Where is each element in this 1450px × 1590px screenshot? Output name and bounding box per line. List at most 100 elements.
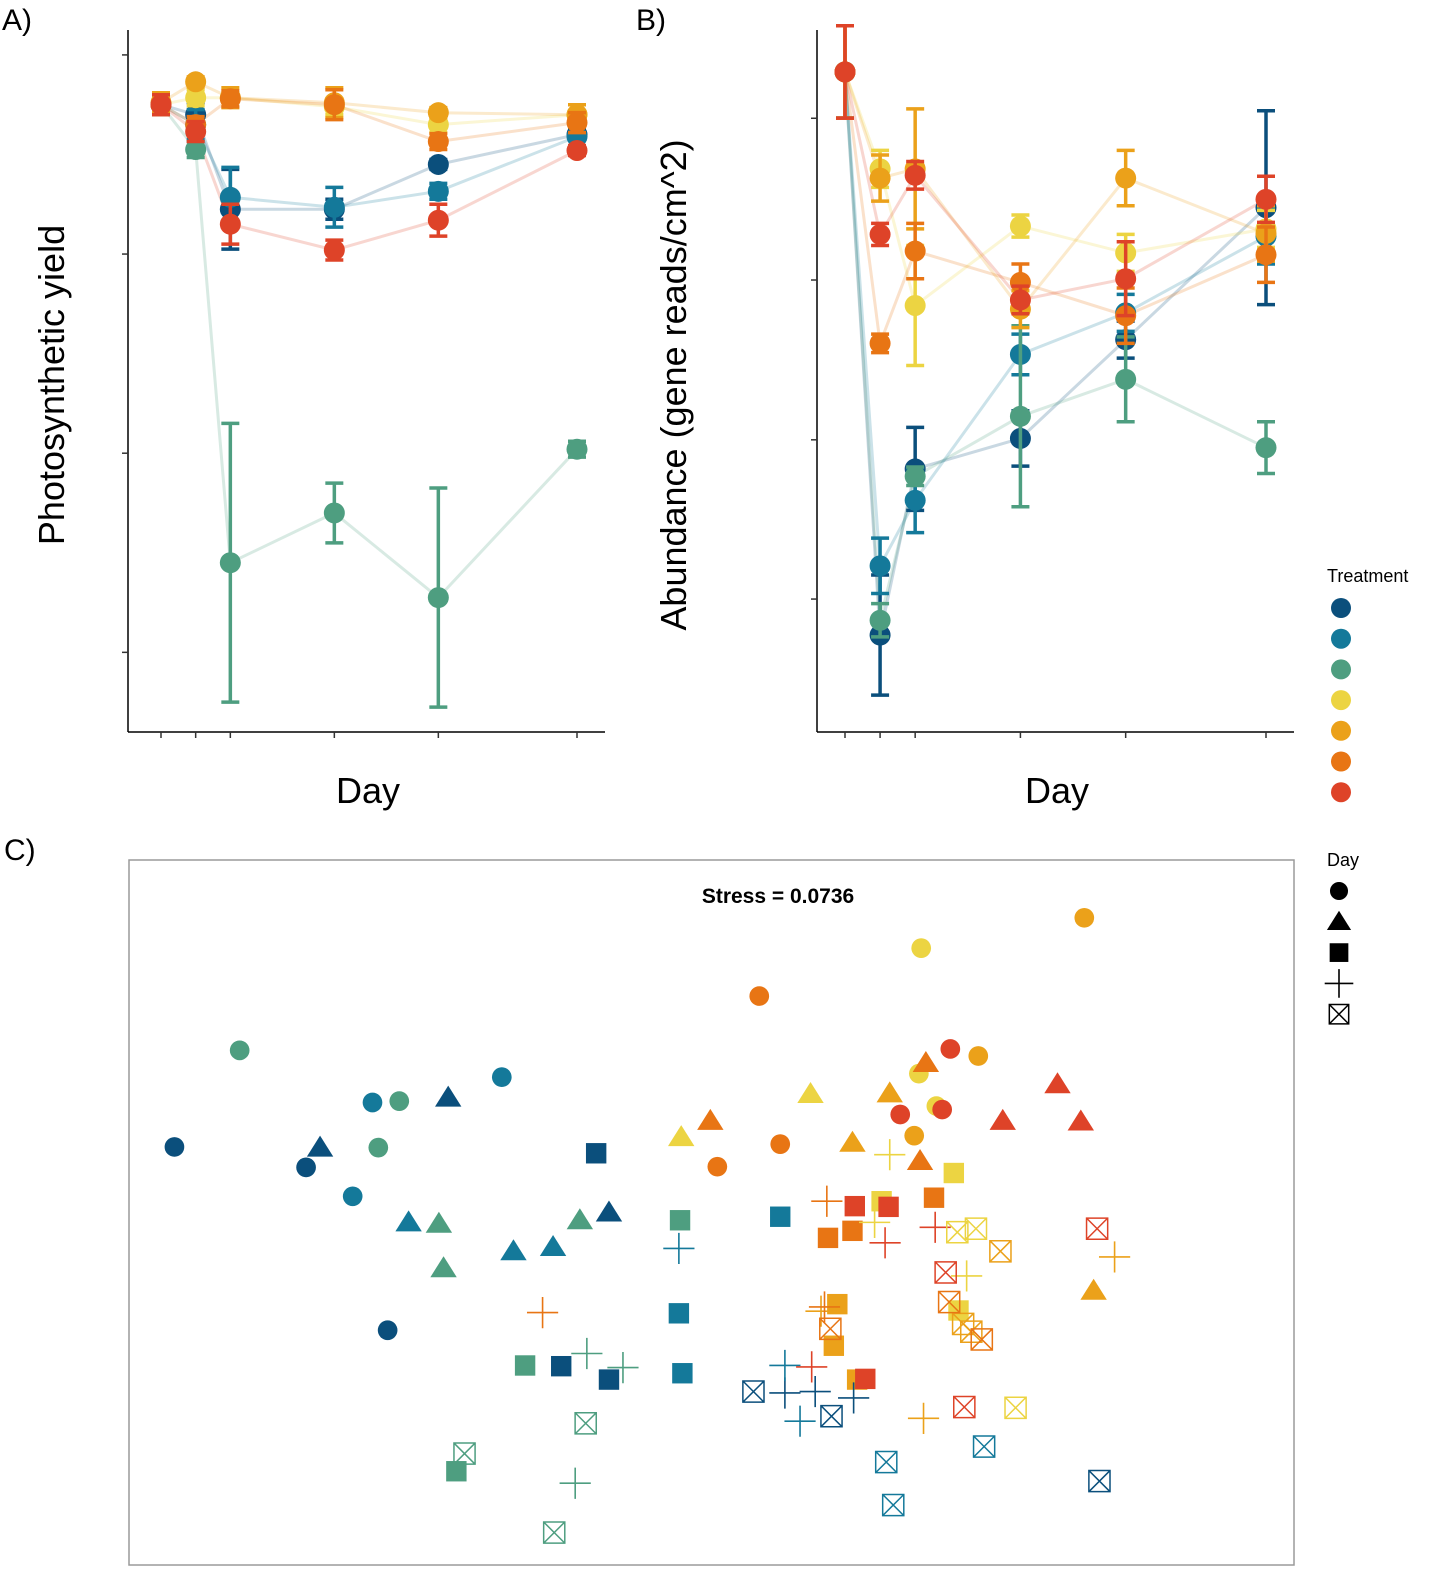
data-point-c bbox=[904, 294, 926, 316]
chart-a-x-axis-title: Day bbox=[336, 770, 400, 811]
data-point-ti bbox=[904, 164, 926, 186]
data-point-ab2ti bbox=[869, 609, 891, 631]
nmds-point-ab2-day12 bbox=[742, 1380, 765, 1403]
chart-b-y-axis-title: Abundance (gene reads/cm^2) bbox=[653, 139, 694, 630]
data-point-ab2ci bbox=[869, 555, 891, 577]
data-point-ti bbox=[150, 94, 172, 116]
nmds-point-ab2ci-day12 bbox=[972, 1435, 996, 1458]
panel-label-c: C) bbox=[4, 834, 36, 867]
nmds-point-pc-day1 bbox=[904, 1125, 925, 1146]
nmds-point-ab2-day1 bbox=[164, 1137, 185, 1157]
data-point-ti bbox=[869, 223, 891, 245]
nmds-point-pc-day2 bbox=[839, 1130, 866, 1152]
data-point-ci bbox=[566, 112, 588, 134]
nmds-point-ab2-day2 bbox=[306, 1135, 334, 1157]
nmds-point-ci-day2 bbox=[697, 1108, 724, 1130]
legend-swatch-ci bbox=[1331, 751, 1351, 772]
nmds-point-ab2-day8 bbox=[769, 1377, 801, 1409]
nmds-point-ti-day1 bbox=[940, 1039, 961, 1059]
nmds-point-ab2ci-day1 bbox=[362, 1092, 383, 1113]
data-point-pc bbox=[869, 167, 891, 189]
chart-b-x-axis-title: Day bbox=[1025, 770, 1089, 811]
data-point-ab2 bbox=[427, 153, 449, 175]
nmds-point-pc-day5 bbox=[823, 1335, 845, 1356]
nmds-point-ab2ti-day1 bbox=[229, 1040, 250, 1061]
nmds-point-ti-day2 bbox=[1067, 1109, 1095, 1131]
nmds-point-ti-day8 bbox=[796, 1351, 828, 1383]
nmds-point-ab2-day8 bbox=[838, 1382, 870, 1414]
nmds-point-ab2-day2 bbox=[435, 1085, 462, 1107]
legend-swatch-ab2 bbox=[1331, 598, 1351, 618]
data-point-ti bbox=[427, 209, 449, 231]
nmds-point-ab2ci-day12 bbox=[874, 1450, 898, 1474]
nmds-point-pc-day8 bbox=[1098, 1241, 1131, 1273]
nmds-point-ab2-day5 bbox=[551, 1355, 572, 1377]
nmds-point-ci-day8 bbox=[526, 1297, 559, 1329]
data-point-ab2ti bbox=[566, 438, 588, 460]
nmds-point-ci-day12 bbox=[937, 1290, 961, 1314]
abundance-chart: Day Abundance (gene reads/cm^2) bbox=[653, 24, 1294, 811]
treatment-legend-title: Treatment bbox=[1327, 566, 1408, 586]
day-legend-symbol-5 bbox=[1329, 943, 1349, 962]
nmds-point-pc-day2 bbox=[876, 1081, 903, 1103]
nmds-point-c-day5 bbox=[943, 1162, 965, 1184]
nmds-point-c-day12 bbox=[946, 1220, 969, 1244]
nmds-point-ab2-day2 bbox=[595, 1200, 623, 1222]
series-line-c bbox=[843, 71, 1267, 309]
nmds-point-ab2ci-day5 bbox=[770, 1206, 791, 1227]
nmds-point-ti-day12 bbox=[1085, 1217, 1109, 1241]
nmds-point-c-day8 bbox=[874, 1139, 906, 1171]
nmds-point-ab2ti-day5 bbox=[446, 1461, 467, 1482]
treatment-legend: Treatment bbox=[1327, 566, 1408, 803]
nmds-point-pc-day1 bbox=[1074, 907, 1095, 928]
nmds-point-ab2ti-day5 bbox=[514, 1355, 536, 1376]
nmds-point-ti-day1 bbox=[932, 1099, 953, 1120]
photosynthetic-yield-chart: Day Photosynthetic yield bbox=[31, 30, 605, 811]
data-point-ab2ti bbox=[1255, 437, 1277, 459]
nmds-point-ab2ti-day2 bbox=[566, 1208, 594, 1230]
data-point-ti bbox=[1115, 268, 1137, 290]
data-point-ab2ti bbox=[904, 465, 926, 487]
nmds-point-ti-day5 bbox=[855, 1368, 876, 1390]
stress-annotation: Stress = 0.0736 bbox=[702, 885, 854, 908]
nmds-point-ab2ci-day5 bbox=[668, 1303, 690, 1324]
nmds-point-ab2ci-day1 bbox=[342, 1186, 363, 1207]
data-point-ci bbox=[1255, 244, 1277, 266]
nmds-point-ab2ci-day2 bbox=[395, 1210, 422, 1232]
day-legend-symbol-1 bbox=[1329, 881, 1349, 901]
data-point-ci bbox=[323, 94, 345, 116]
nmds-point-ci-day8 bbox=[808, 1291, 841, 1323]
nmds-point-ab2ci-day8 bbox=[769, 1349, 801, 1382]
series-line-ab2 bbox=[843, 71, 1268, 636]
data-point-ab2ci bbox=[904, 489, 926, 511]
day-legend: Day bbox=[1324, 850, 1359, 1025]
nmds-point-ci-day12 bbox=[970, 1328, 994, 1351]
data-point-pc bbox=[185, 71, 207, 93]
nmds-point-ti-day5 bbox=[844, 1195, 865, 1217]
nmds-point-c-day12 bbox=[964, 1217, 988, 1241]
nmds-point-pc-day5 bbox=[827, 1293, 848, 1315]
legend-swatch-ab2ci bbox=[1331, 628, 1351, 649]
day-legend-symbol-12 bbox=[1328, 1003, 1350, 1025]
nmds-point-ab2ci-day2 bbox=[539, 1235, 567, 1257]
legend-swatch-pc bbox=[1331, 720, 1351, 741]
nmds-point-ab2ci-day8 bbox=[784, 1405, 816, 1437]
nmds-point-ab2-day12 bbox=[820, 1404, 843, 1428]
data-point-ab2ci bbox=[427, 180, 449, 202]
panel-label-b: B) bbox=[636, 4, 666, 37]
nmds-panel-border bbox=[128, 859, 1295, 1566]
data-point-ab2ti bbox=[1115, 368, 1137, 390]
chart-a-y-axis-title: Photosynthetic yield bbox=[31, 225, 72, 545]
nmds-point-ti-day1 bbox=[890, 1104, 911, 1125]
nmds-point-ab2ti-day12 bbox=[574, 1411, 597, 1435]
nmds-point-ci-day12 bbox=[819, 1317, 842, 1341]
data-point-ci bbox=[219, 88, 241, 110]
nmds-point-c-day1 bbox=[911, 938, 932, 958]
data-point-ab2ti bbox=[427, 587, 449, 609]
nmds-point-ab2ti-day8 bbox=[571, 1337, 603, 1370]
nmds-point-ti-day12 bbox=[934, 1261, 957, 1284]
data-point-c bbox=[185, 87, 207, 109]
nmds-point-ab2ti-day1 bbox=[389, 1091, 410, 1111]
nmds-point-c-day2 bbox=[668, 1125, 695, 1147]
nmds-point-ci-day2 bbox=[906, 1149, 934, 1171]
